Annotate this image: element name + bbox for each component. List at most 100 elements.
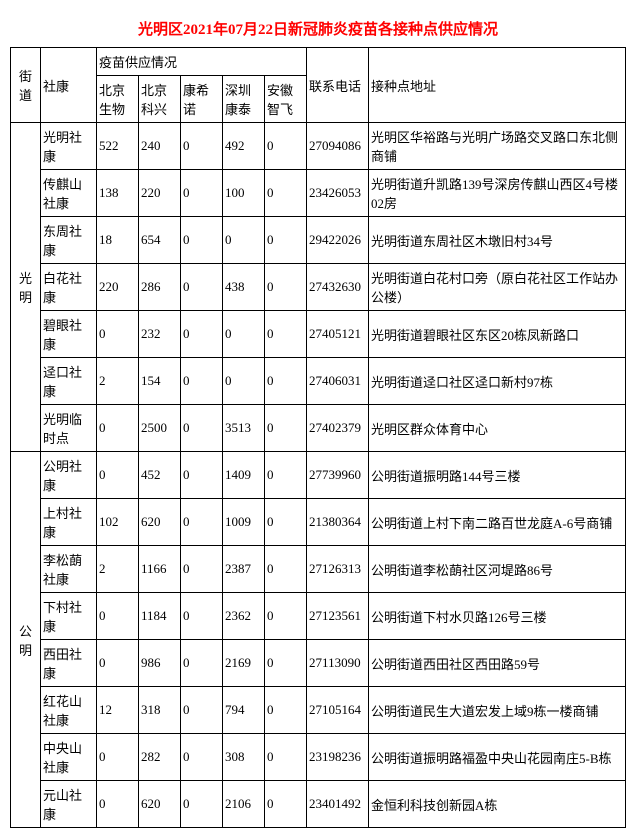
- phone-cell: 27094086: [307, 123, 369, 170]
- table-row: 中央山社康02820308023198236公明街道振明路福盈中央山花园南庄5-…: [11, 734, 626, 781]
- vaccine-value-cell: 986: [139, 640, 181, 687]
- vaccine-value-cell: 2: [97, 546, 139, 593]
- vaccine-value-cell: 0: [181, 593, 223, 640]
- vaccine-value-cell: 0: [97, 734, 139, 781]
- table-row: 碧眼社康023200027405121光明街道碧眼社区东区20栋凤新路口: [11, 311, 626, 358]
- phone-cell: 27105164: [307, 687, 369, 734]
- table-row: 光明临时点0250003513027402379光明区群众体育中心: [11, 405, 626, 452]
- vaccine-value-cell: 0: [265, 405, 307, 452]
- page-title: 光明区2021年07月22日新冠肺炎疫苗各接种点供应情况: [10, 10, 626, 47]
- site-cell: 下村社康: [41, 593, 97, 640]
- vaccine-value-cell: 654: [139, 217, 181, 264]
- site-cell: 白花社康: [41, 264, 97, 311]
- vaccine-value-cell: 0: [97, 452, 139, 499]
- vaccine-value-cell: 2387: [223, 546, 265, 593]
- vaccine-value-cell: 0: [265, 546, 307, 593]
- vaccine-value-cell: 220: [97, 264, 139, 311]
- vaccine-value-cell: 0: [181, 640, 223, 687]
- header-v4: 深圳康泰: [223, 76, 265, 123]
- header-street: 街道: [11, 48, 41, 123]
- address-cell: 公明街道西田社区西田路59号: [369, 640, 626, 687]
- vaccine-value-cell: 522: [97, 123, 139, 170]
- vaccine-value-cell: 0: [97, 640, 139, 687]
- phone-cell: 23401492: [307, 781, 369, 828]
- vaccine-value-cell: 102: [97, 499, 139, 546]
- vaccine-value-cell: 0: [223, 311, 265, 358]
- table-row: 下村社康0118402362027123561公明街道下村水贝路126号三楼: [11, 593, 626, 640]
- site-cell: 光明社康: [41, 123, 97, 170]
- address-cell: 光明街道迳口社区迳口新村97栋: [369, 358, 626, 405]
- address-cell: 光明街道东周社区木墩旧村34号: [369, 217, 626, 264]
- table-row: 上村社康10262001009021380364公明街道上村下南二路百世龙庭A-…: [11, 499, 626, 546]
- vaccine-value-cell: 0: [265, 593, 307, 640]
- vaccine-value-cell: 1409: [223, 452, 265, 499]
- vaccine-value-cell: 0: [223, 217, 265, 264]
- vaccine-value-cell: 282: [139, 734, 181, 781]
- vaccine-value-cell: 240: [139, 123, 181, 170]
- header-phone: 联系电话: [307, 48, 369, 123]
- vaccine-value-cell: 232: [139, 311, 181, 358]
- table-row: 白花社康2202860438027432630光明街道白花村口旁（原白花社区工作…: [11, 264, 626, 311]
- vaccine-value-cell: 492: [223, 123, 265, 170]
- table-row: 公明公明社康045201409027739960公明街道振明路144号三楼: [11, 452, 626, 499]
- phone-cell: 27739960: [307, 452, 369, 499]
- vaccine-value-cell: 0: [265, 264, 307, 311]
- site-cell: 光明临时点: [41, 405, 97, 452]
- phone-cell: 23426053: [307, 170, 369, 217]
- vaccine-value-cell: 2500: [139, 405, 181, 452]
- vaccine-value-cell: 308: [223, 734, 265, 781]
- site-cell: 传麒山社康: [41, 170, 97, 217]
- vaccine-supply-table: 街道 社康 疫苗供应情况 联系电话 接种点地址 北京生物 北京科兴 康希诺 深圳…: [10, 47, 626, 828]
- phone-cell: 27126313: [307, 546, 369, 593]
- site-cell: 迳口社康: [41, 358, 97, 405]
- vaccine-value-cell: 0: [97, 593, 139, 640]
- street-cell: 光明: [11, 123, 41, 452]
- vaccine-value-cell: 0: [265, 640, 307, 687]
- vaccine-value-cell: 1009: [223, 499, 265, 546]
- header-v3: 康希诺: [181, 76, 223, 123]
- header-row-1: 街道 社康 疫苗供应情况 联系电话 接种点地址: [11, 48, 626, 76]
- vaccine-value-cell: 0: [181, 546, 223, 593]
- vaccine-value-cell: 0: [265, 499, 307, 546]
- vaccine-value-cell: 0: [265, 687, 307, 734]
- vaccine-value-cell: 0: [265, 123, 307, 170]
- vaccine-value-cell: 0: [265, 311, 307, 358]
- vaccine-value-cell: 12: [97, 687, 139, 734]
- address-cell: 光明街道升凯路139号深房传麒山西区4号楼02房: [369, 170, 626, 217]
- table-row: 红花山社康123180794027105164公明街道民生大道宏发上域9栋一楼商…: [11, 687, 626, 734]
- address-cell: 公明街道振明路福盈中央山花园南庄5-B栋: [369, 734, 626, 781]
- address-cell: 光明区华裕路与光明广场路交叉路口东北侧商铺: [369, 123, 626, 170]
- header-supply-group: 疫苗供应情况: [97, 48, 307, 76]
- address-cell: 公明街道李松蓢社区河堤路86号: [369, 546, 626, 593]
- vaccine-value-cell: 220: [139, 170, 181, 217]
- vaccine-value-cell: 438: [223, 264, 265, 311]
- phone-cell: 27402379: [307, 405, 369, 452]
- vaccine-value-cell: 154: [139, 358, 181, 405]
- address-cell: 公明街道上村下南二路百世龙庭A-6号商铺: [369, 499, 626, 546]
- address-cell: 光明街道碧眼社区东区20栋凤新路口: [369, 311, 626, 358]
- table-row: 迳口社康215400027406031光明街道迳口社区迳口新村97栋: [11, 358, 626, 405]
- vaccine-value-cell: 620: [139, 781, 181, 828]
- vaccine-value-cell: 0: [181, 264, 223, 311]
- vaccine-value-cell: 286: [139, 264, 181, 311]
- vaccine-value-cell: 318: [139, 687, 181, 734]
- vaccine-value-cell: 0: [181, 358, 223, 405]
- table-row: 李松蓢社康2116602387027126313公明街道李松蓢社区河堤路86号: [11, 546, 626, 593]
- phone-cell: 29422026: [307, 217, 369, 264]
- address-cell: 公明街道振明路144号三楼: [369, 452, 626, 499]
- table-row: 西田社康098602169027113090公明街道西田社区西田路59号: [11, 640, 626, 687]
- site-cell: 中央山社康: [41, 734, 97, 781]
- vaccine-value-cell: 0: [181, 734, 223, 781]
- vaccine-value-cell: 2362: [223, 593, 265, 640]
- phone-cell: 27406031: [307, 358, 369, 405]
- vaccine-value-cell: 0: [181, 499, 223, 546]
- header-v1: 北京生物: [97, 76, 139, 123]
- vaccine-value-cell: 0: [265, 452, 307, 499]
- vaccine-value-cell: 0: [265, 217, 307, 264]
- address-cell: 光明街道白花村口旁（原白花社区工作站办公楼）: [369, 264, 626, 311]
- vaccine-value-cell: 0: [223, 358, 265, 405]
- vaccine-value-cell: 18: [97, 217, 139, 264]
- vaccine-value-cell: 0: [265, 358, 307, 405]
- vaccine-value-cell: 2: [97, 358, 139, 405]
- vaccine-value-cell: 0: [265, 734, 307, 781]
